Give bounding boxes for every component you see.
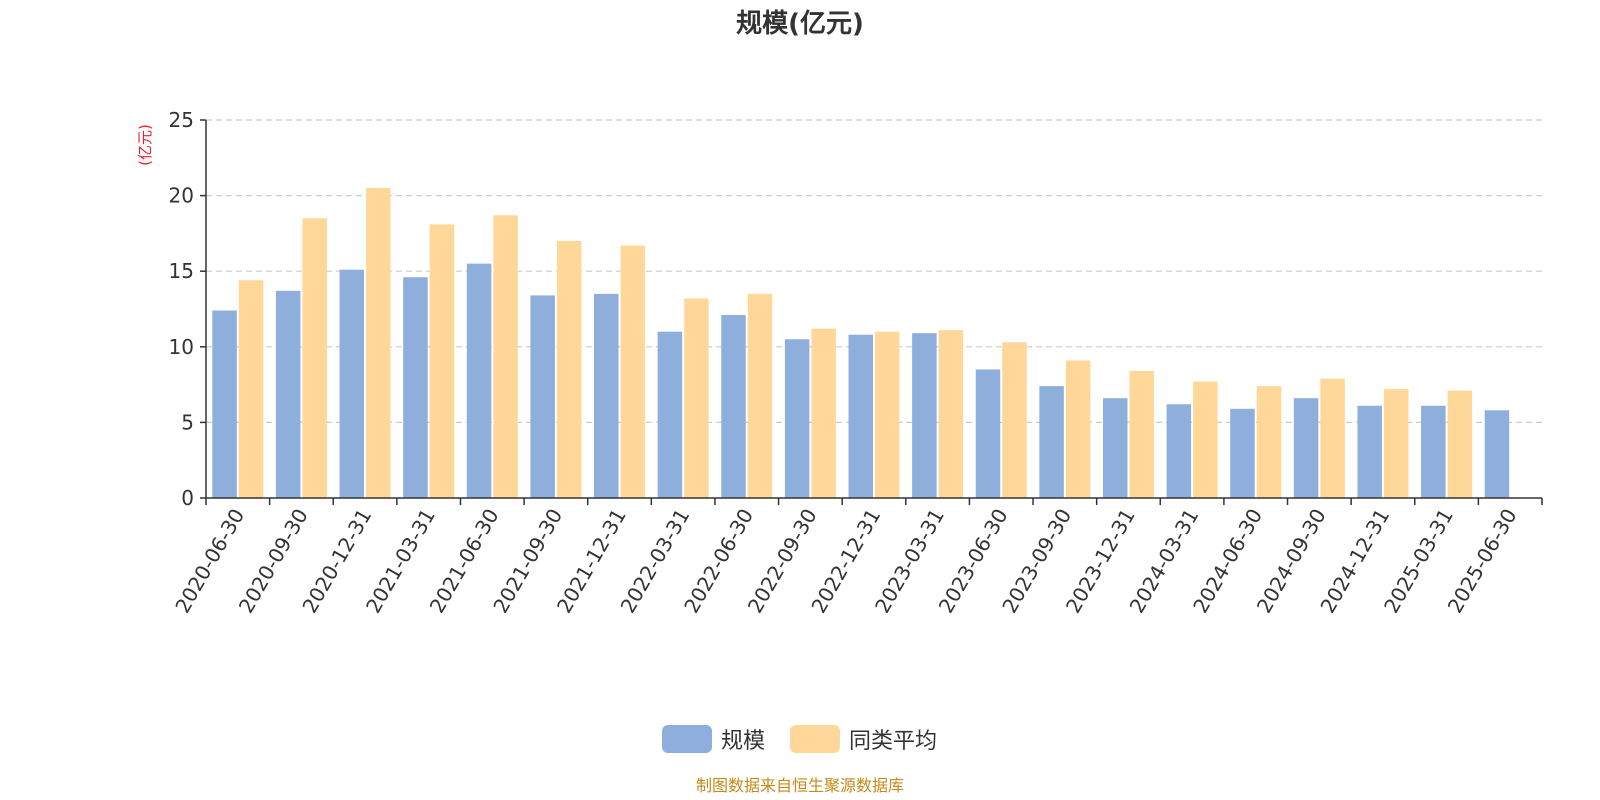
bar-scale (975, 369, 1001, 498)
legend-swatch (790, 725, 840, 753)
bar-peer-average (811, 328, 836, 498)
y-tick-label: 5 (181, 410, 194, 434)
bar-scale (657, 331, 683, 498)
bar-peer-average (1002, 342, 1027, 498)
bar-peer-average (1065, 360, 1091, 498)
legend-label: 规模 (721, 729, 765, 754)
y-axis-unit-label: (亿元) (136, 124, 154, 166)
bar-peer-average (429, 224, 455, 498)
bar-scale (1166, 404, 1192, 498)
bar-peer-average (366, 188, 391, 499)
axes (205, 120, 1542, 499)
bar-scale (1357, 405, 1382, 498)
bar-peer-average (684, 298, 709, 498)
bar-scale (1293, 398, 1319, 498)
y-tick-label: 0 (181, 486, 194, 510)
y-tick-label: 25 (169, 108, 194, 132)
y-tick-label: 20 (169, 184, 194, 208)
x-axis-ticks: 2020-06-302020-09-302020-12-312021-03-31… (170, 498, 1543, 617)
bar-scale (466, 263, 492, 498)
bar-scale (275, 290, 301, 498)
bar-peer-average (556, 240, 582, 498)
bar-scale (1102, 398, 1128, 498)
bar-peer-average (302, 218, 327, 498)
bar-peer-average (1129, 370, 1154, 498)
bar-scale (530, 295, 555, 498)
bar-peer-average (1320, 378, 1345, 498)
bar-scale (784, 339, 810, 498)
bar-peer-average (1383, 389, 1409, 498)
bar-peer-average (875, 331, 900, 498)
bar-scale (212, 310, 237, 498)
legend: 规模 同类平均 (662, 725, 937, 754)
bar-peer-average (747, 293, 773, 498)
legend-swatch (662, 725, 712, 753)
bar-scale (1230, 408, 1255, 498)
bar-scale (1421, 405, 1446, 498)
bar-scale (594, 293, 619, 498)
bar-scale (1484, 410, 1510, 498)
y-axis-ticks: 0 5 10 15 20 25 (169, 108, 206, 510)
y-tick-label: 10 (169, 335, 194, 359)
grid-lines (206, 119, 1542, 423)
bar-peer-average (238, 280, 264, 498)
legend-label: 同类平均 (849, 729, 937, 754)
bar-peer-average (1447, 390, 1473, 498)
y-tick-label: 15 (169, 259, 194, 283)
bar-peer-average (620, 245, 646, 498)
chart-title: 规模(亿元) (736, 9, 864, 39)
bar-peer-average (493, 215, 518, 499)
bar-scale (721, 315, 746, 498)
bar-peer-average (938, 330, 964, 498)
bar-scale (1039, 386, 1064, 498)
bar-scale (339, 269, 365, 498)
bar-peer-average (1256, 386, 1282, 498)
bar-scale (848, 334, 873, 498)
bar-scale (403, 277, 428, 498)
bars (212, 188, 1510, 499)
data-source-note: 制图数据来自恒生聚源数据库 (696, 776, 904, 795)
bar-scale (912, 333, 937, 498)
bar-peer-average (1193, 381, 1218, 498)
